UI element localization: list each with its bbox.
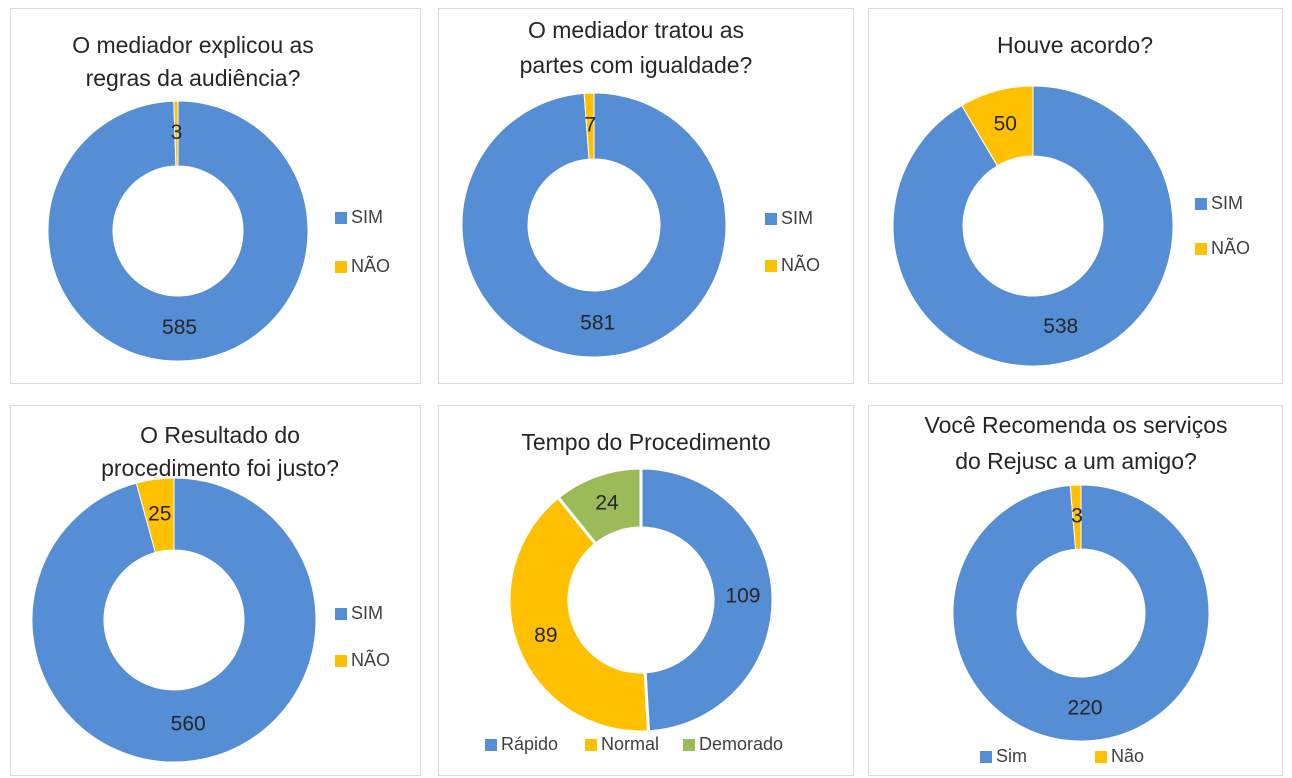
data-label: 109 — [725, 585, 760, 608]
data-label: 7 — [584, 114, 596, 137]
legend-swatch — [980, 751, 992, 763]
data-label: 220 — [1068, 696, 1103, 719]
legend-label: Sim — [996, 746, 1027, 766]
data-label: 89 — [534, 624, 557, 647]
data-label: 585 — [162, 316, 197, 339]
donut-slice — [892, 85, 1174, 367]
legend-label: Normal — [601, 734, 659, 754]
chart-title: Você Recomenda os serviços — [925, 412, 1228, 438]
legend-swatch — [1095, 751, 1107, 763]
chart-title: O Resultado do — [140, 422, 300, 448]
data-label: 3 — [1071, 505, 1083, 528]
donut-slice — [639, 466, 775, 734]
legend-label: SIM — [351, 603, 383, 623]
chart-title: O mediador tratou as — [528, 17, 744, 43]
data-label: 581 — [580, 311, 615, 334]
donut-slice — [583, 92, 595, 160]
legend-swatch — [335, 608, 347, 620]
chart-title: do Rejusc a um amigo? — [955, 448, 1197, 474]
legend-label: Rápido — [501, 734, 558, 754]
donut-slice — [555, 466, 643, 547]
legend-swatch — [1195, 198, 1207, 210]
legend-label: NÃO — [781, 254, 820, 275]
chart-title: Tempo do Procedimento — [521, 429, 770, 455]
chart-title: Houve acordo? — [997, 32, 1153, 58]
donut-slice — [135, 477, 175, 554]
chart-title: O mediador explicou as — [72, 32, 314, 58]
legend-swatch — [765, 213, 777, 225]
data-label: 24 — [595, 491, 619, 514]
legend-swatch — [335, 261, 347, 273]
panel-border — [868, 405, 1283, 776]
legend-swatch — [335, 212, 347, 224]
legend-swatch — [765, 260, 777, 272]
chart-title: regras da audiência? — [86, 65, 301, 91]
donut-slice — [31, 477, 317, 763]
legend-swatch — [683, 739, 695, 751]
donut-slice — [461, 92, 727, 358]
legend-swatch — [335, 655, 347, 667]
legend-swatch — [1195, 243, 1207, 255]
legend-swatch — [585, 739, 597, 751]
donut-slice — [173, 100, 179, 167]
data-label: 50 — [994, 112, 1017, 135]
legend-label: Não — [1111, 746, 1144, 766]
chart-title: procedimento foi justo? — [101, 455, 339, 481]
data-label: 25 — [148, 503, 171, 526]
data-label: 538 — [1043, 315, 1078, 338]
legend-label: NÃO — [351, 255, 390, 276]
legend-label: SIM — [351, 207, 383, 227]
donut-slice — [952, 484, 1210, 742]
legend-swatch — [485, 739, 497, 751]
donut-slice — [507, 495, 651, 734]
donut-slice — [961, 85, 1034, 167]
legend-label: Demorado — [699, 734, 783, 754]
donut-slice — [47, 100, 309, 362]
legend-label: SIM — [781, 208, 813, 228]
donut-slice — [1069, 484, 1082, 550]
legend-label: NÃO — [351, 649, 390, 670]
legend-label: NÃO — [1211, 237, 1250, 258]
data-label: 560 — [171, 713, 206, 736]
data-label: 3 — [171, 121, 183, 144]
chart-title: partes com igualdade? — [520, 52, 753, 78]
legend-label: SIM — [1211, 193, 1243, 213]
